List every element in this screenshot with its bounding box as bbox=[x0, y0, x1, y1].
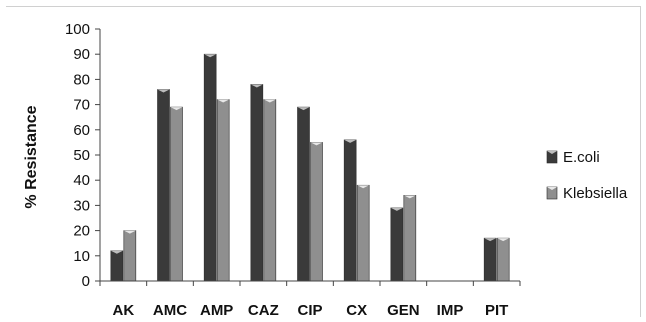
bar-cap bbox=[217, 99, 230, 103]
legend-label: Klebsiella bbox=[563, 185, 628, 202]
bar-cap bbox=[110, 250, 123, 254]
bars-group bbox=[110, 53, 510, 282]
bar-ecoli-amp bbox=[203, 53, 217, 282]
bar-ecoli-pit bbox=[483, 237, 497, 282]
bar-body bbox=[343, 139, 357, 282]
bar-body bbox=[110, 250, 124, 282]
legend-label: E.coli bbox=[563, 149, 600, 166]
x-category-label: IMP bbox=[437, 302, 464, 319]
bar-klebsiella-cip bbox=[310, 142, 323, 282]
bar-klebsiella-cx bbox=[356, 184, 370, 282]
y-axis-title: % Resistance bbox=[23, 105, 40, 208]
bar-body bbox=[170, 106, 183, 282]
bar-cap bbox=[484, 238, 497, 242]
x-category-label: AMC bbox=[153, 302, 187, 319]
y-tick-label: 70 bbox=[73, 97, 90, 114]
bar-cap bbox=[170, 107, 183, 111]
bar-body bbox=[203, 53, 217, 282]
legend-swatch-cap bbox=[547, 151, 557, 154]
y-tick-label: 40 bbox=[73, 172, 90, 189]
bar-klebsiella-amp bbox=[216, 99, 230, 282]
bar-body bbox=[310, 142, 323, 282]
bar-body bbox=[483, 237, 497, 282]
bar-cap bbox=[157, 89, 170, 93]
bar-body bbox=[403, 195, 417, 282]
x-category-label: CX bbox=[346, 302, 367, 319]
bar-body bbox=[216, 99, 230, 282]
bar-body bbox=[250, 84, 264, 282]
y-tick-label: 100 bbox=[65, 21, 90, 38]
bar-ecoli-ak bbox=[110, 250, 124, 282]
bar-cap bbox=[263, 99, 276, 103]
bar-ecoli-gen bbox=[390, 207, 404, 282]
y-tick-label: 60 bbox=[73, 122, 90, 139]
bar-body bbox=[390, 207, 404, 282]
y-tick-label: 10 bbox=[73, 248, 90, 265]
bar-body bbox=[157, 89, 170, 282]
y-tick-label: 90 bbox=[73, 46, 90, 63]
bar-cap bbox=[123, 230, 136, 234]
chart-frame bbox=[6, 6, 641, 317]
bar-cap bbox=[403, 195, 416, 199]
legend-item-ecoli: E.coli bbox=[546, 149, 600, 166]
bar-cap bbox=[497, 238, 510, 242]
bar-body bbox=[297, 106, 310, 282]
legend: E.coli Klebsiella bbox=[546, 149, 628, 202]
bar-body bbox=[263, 99, 277, 282]
bar-cap bbox=[250, 84, 263, 88]
x-category-label: CAZ bbox=[248, 302, 279, 319]
bar-cap bbox=[390, 207, 403, 211]
bar-klebsiella-caz bbox=[263, 99, 277, 282]
bar-cap bbox=[344, 139, 357, 143]
legend-item-klebsiella: Klebsiella bbox=[546, 185, 628, 202]
x-category-label: AK bbox=[112, 302, 134, 319]
bar-cap bbox=[204, 54, 217, 58]
bar-klebsiella-pit bbox=[496, 237, 510, 282]
bar-klebsiella-gen bbox=[403, 195, 417, 282]
bar-cap bbox=[357, 185, 370, 189]
bar-klebsiella-amc bbox=[170, 106, 183, 282]
y-tick-label: 80 bbox=[73, 71, 90, 88]
bar-klebsiella-ak bbox=[123, 230, 137, 282]
bar-body bbox=[496, 237, 510, 282]
bar-ecoli-cip bbox=[297, 106, 310, 282]
y-tick-label: 50 bbox=[73, 147, 90, 164]
y-tick-label: 0 bbox=[82, 273, 90, 290]
bar-body bbox=[356, 184, 370, 282]
y-tick-label: 30 bbox=[73, 197, 90, 214]
x-category-label: GEN bbox=[387, 302, 420, 319]
axes-group: 0 10 20 30 40 50 60 70 80 90 100 AK AMC AMP CAZ CIP CX GE… bbox=[65, 21, 521, 319]
x-category-label: PIT bbox=[485, 302, 508, 319]
bar-cap bbox=[297, 107, 310, 111]
bar-body bbox=[123, 230, 137, 282]
x-category-label: AMP bbox=[200, 302, 233, 319]
bar-ecoli-cx bbox=[343, 139, 357, 282]
bar-cap bbox=[310, 142, 323, 146]
legend-swatch-cap bbox=[547, 187, 557, 190]
y-tick-label: 20 bbox=[73, 223, 90, 240]
bar-ecoli-caz bbox=[250, 84, 264, 282]
bar-ecoli-amc bbox=[157, 89, 170, 282]
x-category-label: CIP bbox=[297, 302, 322, 319]
